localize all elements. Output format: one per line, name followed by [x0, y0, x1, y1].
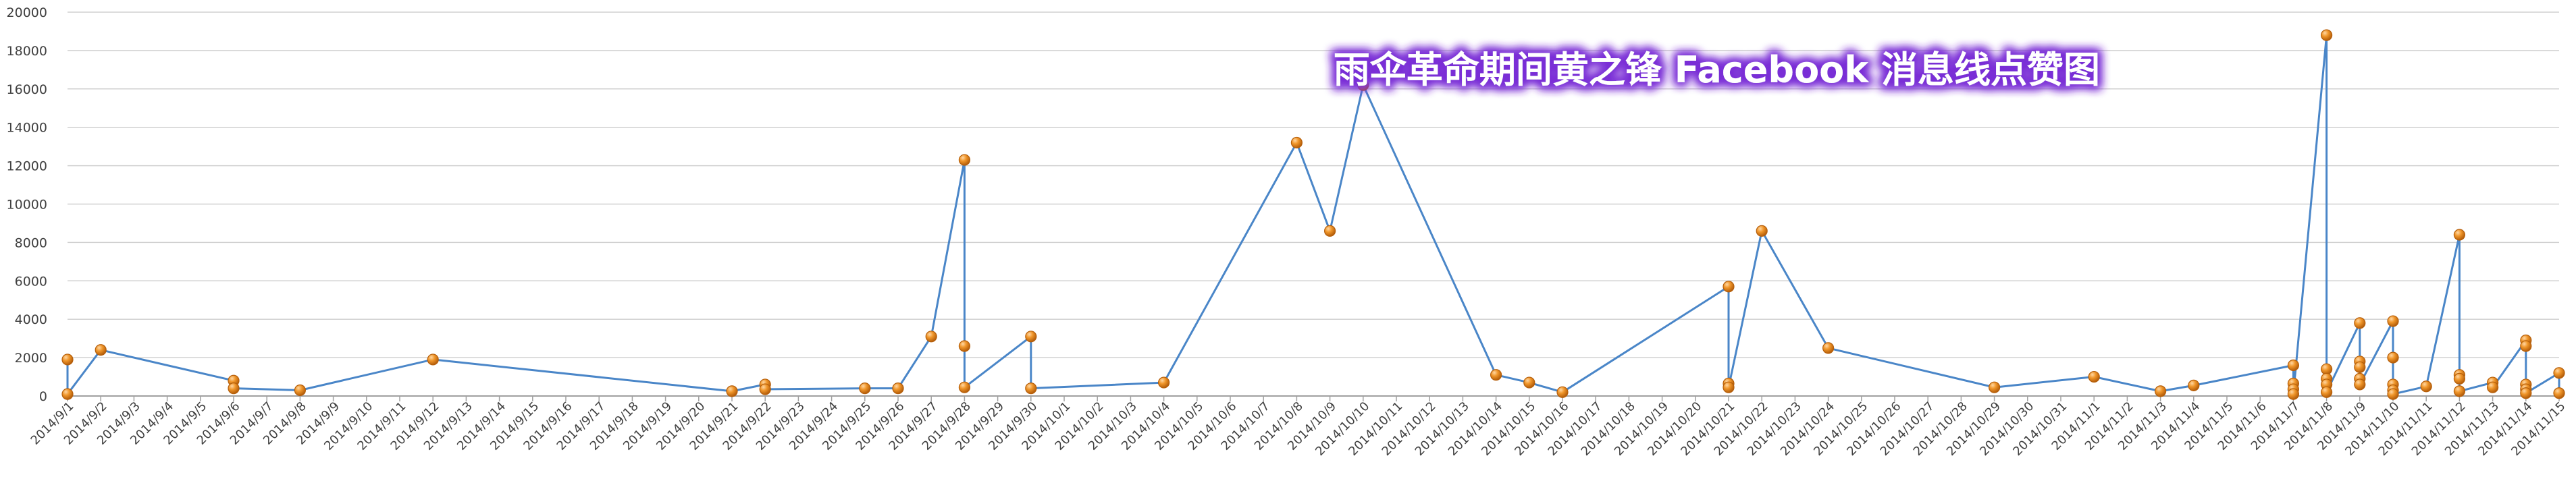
data-point-marker	[2420, 380, 2432, 393]
y-tick-label: 20000	[7, 5, 47, 20]
data-point-marker	[2287, 388, 2299, 400]
y-tick-label: 10000	[7, 198, 47, 213]
data-point-marker	[892, 383, 904, 395]
data-point-marker	[2354, 378, 2366, 391]
data-point-marker	[1822, 342, 1835, 354]
data-point-marker	[2287, 359, 2299, 372]
data-point-marker	[1025, 331, 1037, 343]
data-point-marker	[228, 383, 240, 395]
y-tick-label: 12000	[7, 159, 47, 174]
grid-lines	[68, 11, 2559, 397]
data-point-marker	[1490, 369, 1502, 381]
data-point-marker	[2553, 387, 2565, 399]
data-point-marker	[2155, 385, 2167, 397]
data-point-marker	[61, 388, 74, 400]
data-point-marker	[2321, 386, 2333, 398]
x-axis: 2014/9/12014/9/22014/9/32014/9/42014/9/5…	[28, 396, 2569, 459]
data-point-marker	[2188, 379, 2200, 391]
data-point-marker	[2453, 229, 2465, 241]
data-point-marker	[61, 353, 74, 366]
data-point-marker	[1756, 225, 1768, 237]
data-point-marker	[1323, 225, 1336, 237]
data-point-marker	[95, 344, 107, 356]
y-tick-label: 16000	[7, 82, 47, 97]
data-point-marker	[2453, 385, 2465, 397]
data-point-marker	[2520, 387, 2532, 399]
data-point-marker	[2553, 367, 2565, 379]
data-point-marker	[427, 353, 439, 366]
data-point-marker	[925, 331, 937, 343]
y-tick-label: 4000	[15, 312, 47, 327]
data-point-marker	[958, 340, 971, 352]
data-point-marker	[2321, 363, 2333, 375]
data-point-marker	[1723, 281, 1735, 293]
data-point-marker	[2387, 315, 2399, 327]
data-point-marker	[1723, 381, 1735, 393]
y-tick-label: 8000	[15, 235, 47, 250]
data-point-marker	[1989, 381, 2001, 393]
data-point-marker	[1025, 383, 1037, 395]
data-point-marker	[294, 384, 306, 397]
data-point-marker	[2387, 388, 2399, 400]
data-point-marker	[2354, 361, 2366, 373]
data-points	[61, 29, 2565, 400]
data-point-marker	[2088, 370, 2100, 383]
chart-title: 雨伞革命期间黄之锋 Facebook 消息线点赞图	[1334, 49, 2100, 91]
data-point-marker	[2520, 340, 2532, 352]
data-point-marker	[958, 381, 971, 393]
data-point-marker	[859, 383, 871, 395]
data-point-marker	[2354, 317, 2366, 329]
y-tick-label: 2000	[15, 351, 47, 366]
data-point-marker	[1157, 376, 1170, 389]
data-point-marker	[958, 154, 971, 166]
y-tick-label: 0	[39, 389, 47, 404]
data-point-marker	[1290, 136, 1303, 149]
data-point-marker	[1556, 386, 1569, 398]
data-point-marker	[726, 385, 738, 397]
data-point-marker	[2321, 29, 2333, 41]
data-point-marker	[1523, 376, 1535, 389]
y-axis: 0 2000 4000 6000 8000 10000 12000 14000 16000 180…	[7, 5, 47, 404]
data-point-marker	[1357, 79, 1369, 91]
data-point-marker	[2387, 351, 2399, 364]
data-point-marker	[2453, 372, 2465, 385]
data-point-marker	[2487, 381, 2499, 393]
y-tick-label: 18000	[7, 44, 47, 59]
y-tick-label: 6000	[15, 274, 47, 289]
y-tick-label: 14000	[7, 121, 47, 136]
data-point-marker	[759, 383, 771, 395]
